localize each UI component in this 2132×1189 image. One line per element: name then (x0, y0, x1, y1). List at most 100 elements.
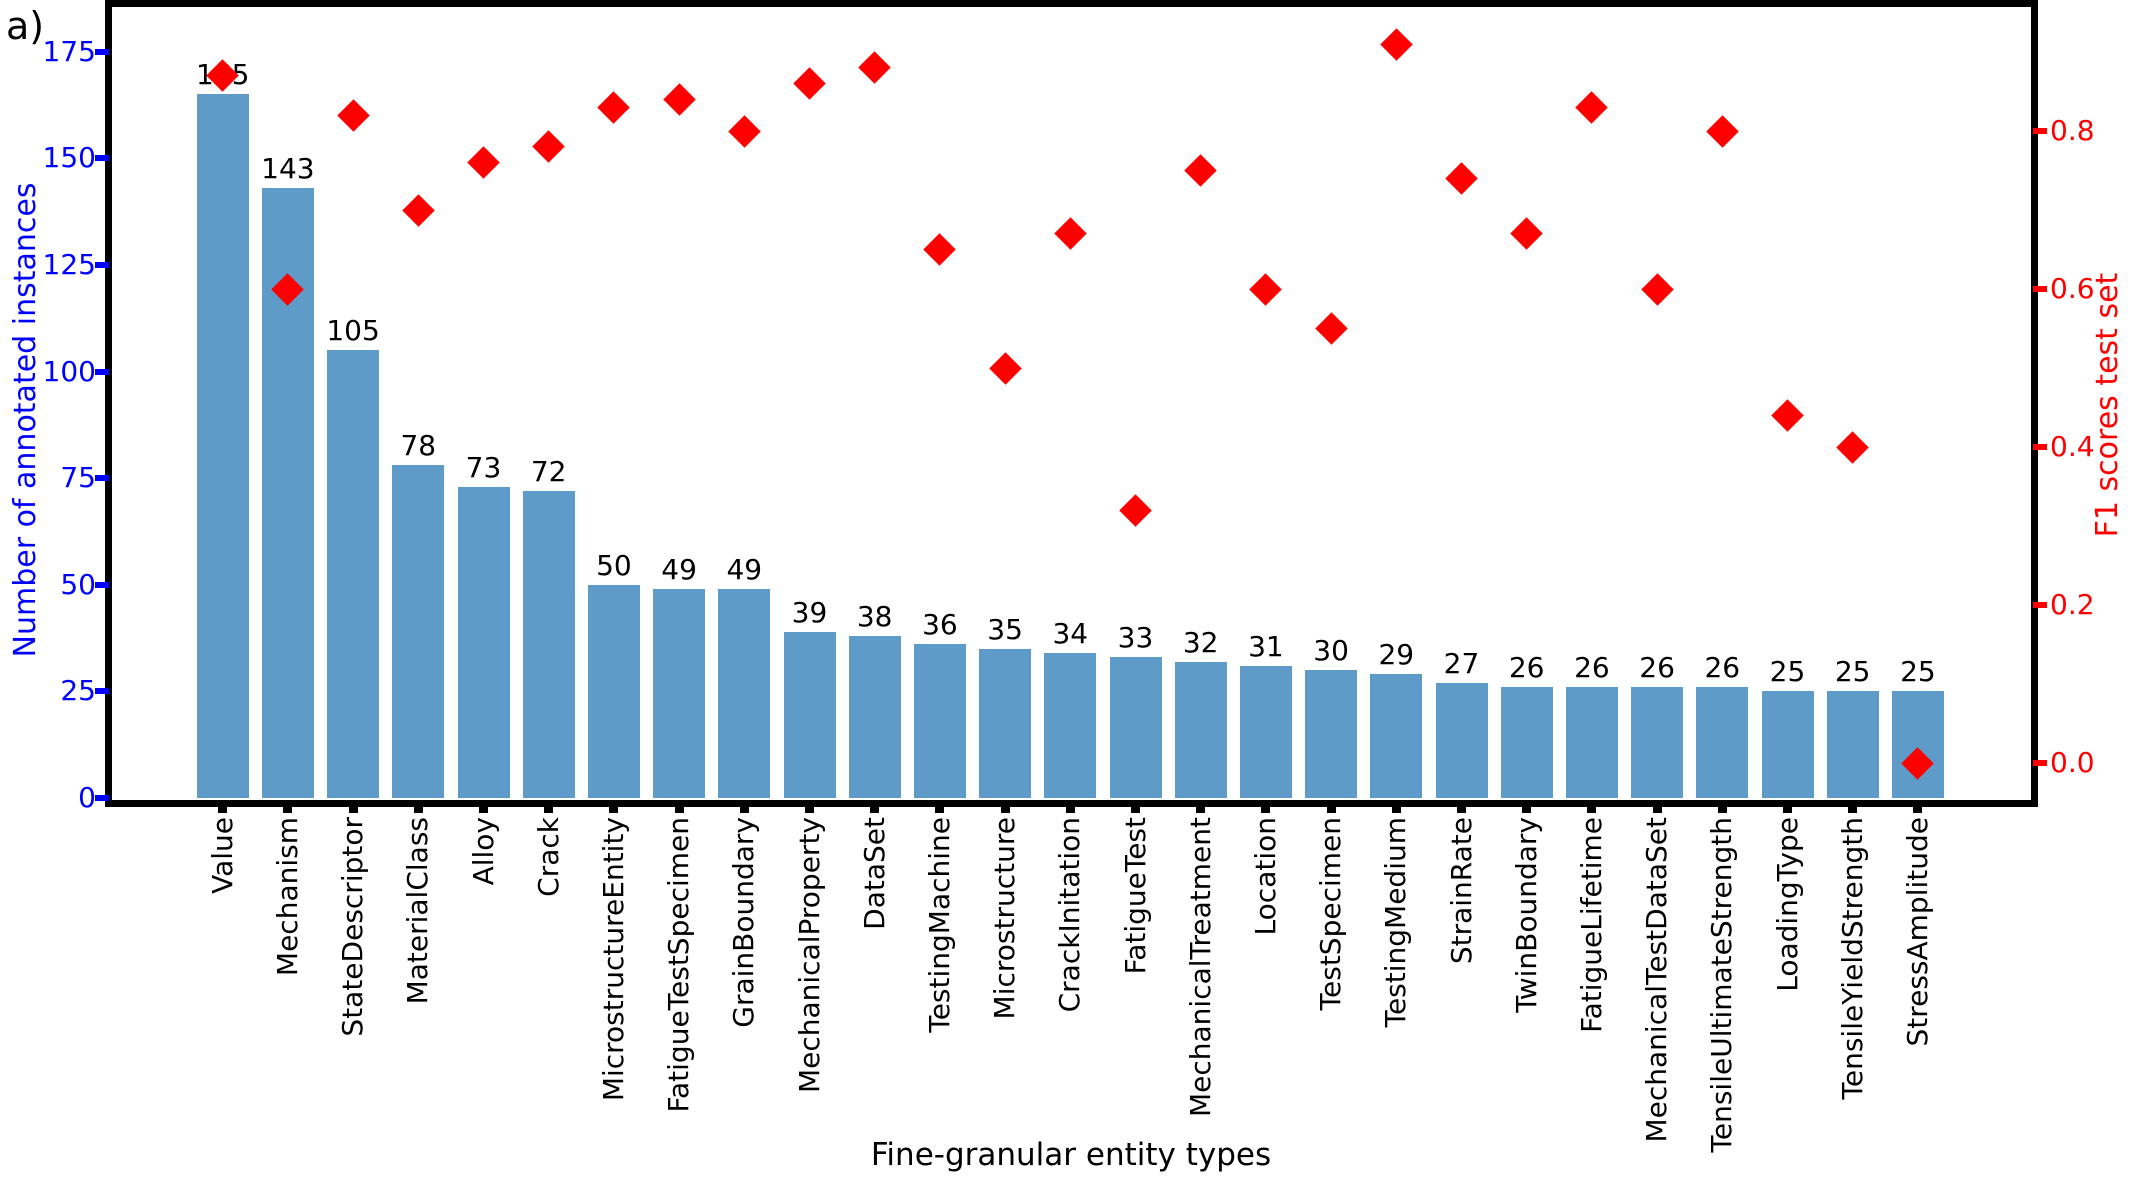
bar-value-label: 105 (326, 314, 380, 348)
x-tick-label: StateDescriptor (336, 817, 370, 1037)
bar-value-label: 31 (1248, 629, 1284, 663)
f1-diamond-marker (1380, 27, 1413, 61)
bar (1435, 682, 1488, 798)
x-axis-title: Fine-granular entity types (870, 1137, 1272, 1173)
bar-value-label: 30 (1313, 634, 1349, 668)
y-right-tick-label: 0.0 (2050, 746, 2095, 779)
bar-value-label: 34 (1052, 617, 1089, 651)
bar (1826, 691, 1879, 798)
x-tick (935, 803, 945, 813)
bar (1696, 687, 1749, 798)
x-tick-label: DataSet (857, 817, 891, 930)
f1-diamond-marker (1445, 162, 1478, 195)
y-right-tick-label: 0.4 (2050, 430, 2095, 463)
f1-diamond-marker (988, 351, 1022, 385)
x-tick-label: Microstructure (988, 817, 1022, 1020)
f1-diamond-marker (1314, 312, 1348, 345)
y-right-tick (2033, 286, 2047, 292)
x-tick (1000, 803, 1010, 813)
x-tick-label: FatigueLifetime (1574, 817, 1608, 1033)
x-tick-label: TensileYieldStrength (1835, 817, 1869, 1100)
x-tick (479, 803, 488, 813)
x-tick-label: CrackInitation (1053, 817, 1087, 1013)
bar-value-label: 25 (1900, 655, 1936, 689)
f1-diamond-marker (336, 98, 370, 132)
x-tick (1131, 803, 1140, 813)
bar (196, 94, 249, 798)
bar (783, 631, 836, 798)
x-tick-label: GrainBoundary (727, 817, 761, 1028)
bar-value-label: 49 (661, 553, 697, 587)
y-left-tick-label: 75 (60, 461, 96, 495)
x-tick-label: StressAmplitude (1900, 817, 1934, 1047)
f1-diamond-marker (1119, 493, 1152, 527)
y-left-tick (95, 155, 109, 162)
f1-diamond-marker (1640, 272, 1674, 306)
x-tick (1261, 803, 1271, 813)
x-tick (1391, 803, 1401, 813)
y-right-tick-label: 0.8 (2050, 114, 2095, 147)
y-left-tick (95, 795, 109, 801)
bar-value-label: 26 (1574, 651, 1610, 685)
bar-value-label: 36 (922, 608, 958, 642)
f1-diamond-marker (662, 83, 696, 116)
bar (1109, 657, 1162, 798)
x-tick (1652, 803, 1662, 813)
x-tick-label: MechanicalProperty (792, 817, 826, 1094)
figure-panel-label: a) (6, 4, 45, 48)
x-tick-label: MechanicalTestDataSet (1640, 817, 1674, 1143)
y-right-tick (2033, 444, 2047, 450)
bar (1565, 687, 1618, 798)
bar-value-label: 26 (1639, 651, 1675, 685)
bar (1174, 661, 1227, 798)
bar-value-label: 29 (1378, 638, 1415, 672)
x-tick (1326, 803, 1336, 813)
x-tick (1783, 803, 1792, 813)
x-tick (1717, 803, 1727, 813)
x-tick-label: Crack (531, 817, 565, 897)
bar-value-label: 39 (791, 595, 828, 629)
bar (1500, 687, 1553, 798)
bar (587, 584, 640, 798)
f1-diamond-marker (532, 130, 565, 164)
f1-diamond-marker (1054, 217, 1087, 250)
x-tick-label: Location (1248, 817, 1282, 936)
y-left-tick-label: 150 (42, 141, 96, 175)
f1-diamond-marker (923, 233, 957, 266)
x-tick-label: FatigueTestSpecimen (662, 817, 696, 1113)
x-tick (283, 803, 293, 813)
bar (1891, 691, 1944, 798)
bar (718, 589, 771, 798)
y-left-tick (95, 368, 109, 375)
bar-value-label: 35 (987, 612, 1023, 646)
y-right-tick (2033, 128, 2047, 134)
x-tick-label: StrainRate (1444, 817, 1478, 965)
x-tick-label: TestingMachine (922, 817, 956, 1033)
bar-value-label: 32 (1182, 625, 1219, 659)
bar-value-label: 26 (1704, 651, 1741, 685)
x-tick-label: MaterialClass (401, 817, 435, 1005)
f1-diamond-marker (1706, 114, 1739, 148)
bar (979, 648, 1032, 798)
x-tick (805, 803, 814, 813)
f1-diamond-marker (1510, 217, 1543, 250)
f1-diamond-marker (1836, 430, 1869, 464)
y-left-tick-label: 0 (78, 781, 96, 814)
bar (653, 589, 706, 798)
f1-diamond-marker (402, 193, 435, 227)
bar-value-label: 25 (1834, 655, 1871, 689)
f1-diamond-marker (467, 146, 500, 179)
bar (913, 644, 966, 798)
bar-value-label: 50 (596, 548, 632, 582)
x-tick (1522, 803, 1532, 813)
bar-value-label: 26 (1508, 651, 1545, 685)
x-tick-label: FatigueTest (1118, 817, 1152, 975)
bar-value-label: 143 (261, 152, 315, 186)
x-tick (1848, 803, 1858, 813)
f1-diamond-marker (597, 91, 631, 124)
bar (392, 465, 445, 798)
x-tick (609, 803, 619, 813)
bar (1761, 691, 1814, 798)
x-tick (674, 803, 684, 813)
right-axis-title: F1 scores test set (2090, 272, 2125, 538)
